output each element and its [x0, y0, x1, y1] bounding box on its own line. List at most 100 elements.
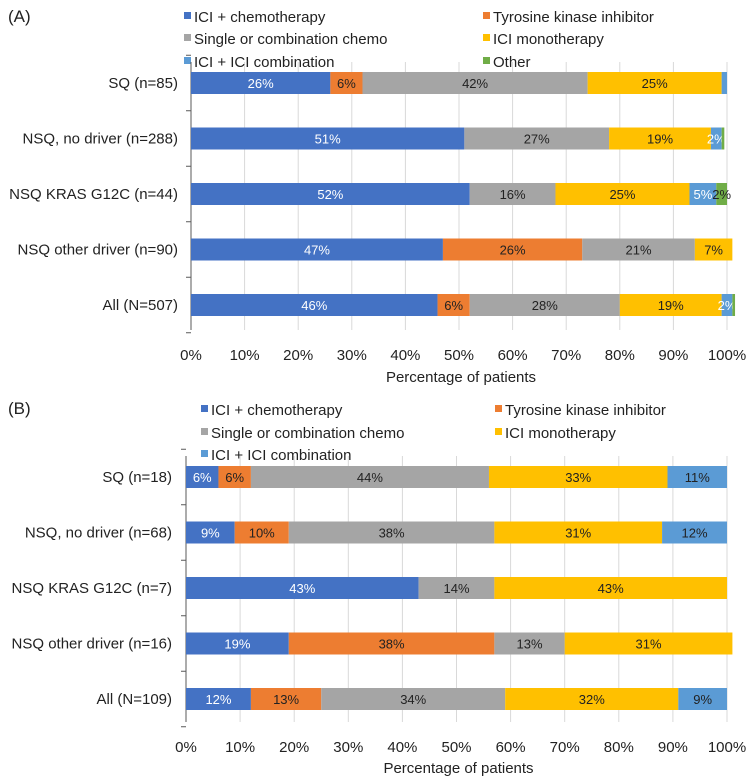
legend-label: ICI + ICI combination [211, 447, 351, 464]
legend-item: Tyrosine kinase inhibitor [483, 9, 654, 26]
bar-segment [582, 238, 695, 261]
legend-swatch [483, 12, 490, 19]
x-tick-label: 10% [225, 739, 255, 756]
bar-segment [721, 72, 727, 94]
data-label: 31% [636, 637, 662, 652]
bar-segment [191, 72, 331, 94]
legend-label: ICI + ICI combination [194, 54, 334, 71]
data-label: 6% [225, 470, 244, 485]
bar-segment [555, 183, 690, 205]
data-label: 14% [443, 581, 469, 596]
bar-segment [321, 688, 506, 710]
data-label: 43% [598, 581, 624, 596]
legend-swatch [495, 405, 502, 412]
bar-segment [609, 127, 711, 150]
x-tick-label: 40% [387, 739, 417, 756]
bar-row: SQ (n=18) 6% 6% 44% 33% 11% [102, 466, 727, 488]
x-tick-label: 0% [175, 739, 197, 756]
data-label: 38% [379, 526, 405, 541]
category-label: SQ (n=18) [102, 469, 172, 486]
x-tick-label: 0% [180, 347, 202, 364]
legend-label: ICI + chemotherapy [211, 402, 343, 419]
data-label: 38% [379, 637, 405, 652]
bar-segment [716, 183, 727, 205]
data-label: 6% [444, 298, 463, 313]
data-label: 33% [565, 470, 591, 485]
bar-segment [488, 466, 668, 488]
x-tick-label: 50% [444, 347, 474, 364]
category-label: SQ (n=85) [108, 75, 178, 92]
data-label: 42% [462, 76, 488, 91]
category-label: NSQ KRAS G12C (n=44) [9, 186, 178, 203]
bar-segment [667, 466, 727, 488]
bar-segment [191, 183, 470, 205]
x-tick-label: 100% [708, 347, 746, 364]
bar-segment [494, 577, 727, 599]
data-label: 13% [273, 692, 299, 707]
bar-segment [186, 577, 419, 599]
legend-item: ICI + ICI combination [201, 447, 351, 464]
x-axis-label: Percentage of patients [383, 760, 533, 777]
data-label: 5% [693, 187, 712, 202]
bar-segment [587, 72, 722, 94]
data-label: 52% [317, 187, 343, 202]
legend-label: ICI monotherapy [505, 425, 616, 442]
bar-row: NSQ, no driver (n=288) 51% 27% 19% 2% [23, 127, 726, 150]
bar-segment [288, 632, 495, 655]
bar-segment [710, 127, 722, 150]
category-label: NSQ, no driver (n=288) [23, 131, 179, 148]
x-tick-label: 30% [333, 739, 363, 756]
legend-item: ICI monotherapy [483, 31, 604, 48]
legend-label: Other [493, 54, 531, 71]
bar-segment [250, 466, 489, 488]
chart-panel-b: (B) ICI + chemotherapy Tyrosine kinase inh… [8, 399, 746, 777]
data-label: 32% [579, 692, 605, 707]
bar-segment [362, 72, 588, 94]
legend-swatch [201, 450, 208, 457]
bar-segment [469, 183, 556, 205]
bar-segment [678, 688, 727, 710]
bar-segment [694, 238, 733, 261]
legend-swatch [483, 34, 490, 41]
bar-row: NSQ KRAS G12C (n=44) 52% 16% 25% 5% 2% [9, 183, 731, 205]
bar-row: NSQ other driver (n=16) 19% 38% 13% 31% [12, 632, 733, 655]
legend-swatch [201, 405, 208, 412]
legend-item: ICI + chemotherapy [184, 9, 326, 26]
data-label: 12% [682, 526, 708, 541]
data-label: 9% [693, 692, 712, 707]
bar-segment [464, 127, 610, 150]
data-label: 19% [647, 132, 673, 147]
bar-segment [191, 238, 443, 261]
x-tick-label: 80% [605, 347, 635, 364]
bar-segment [732, 294, 736, 316]
x-tick-label: 90% [658, 739, 688, 756]
x-tick-label: 50% [441, 739, 471, 756]
legend-item: Single or combination chemo [201, 425, 404, 442]
x-tick-label: 70% [551, 347, 581, 364]
x-tick-label: 100% [708, 739, 746, 756]
legend-item: Other [483, 54, 531, 71]
data-label: 47% [304, 243, 330, 258]
data-label: 26% [500, 243, 526, 258]
x-tick-label: 90% [658, 347, 688, 364]
data-label: 43% [289, 581, 315, 596]
data-label: 26% [248, 76, 274, 91]
data-label: 27% [524, 132, 550, 147]
data-label: 44% [357, 470, 383, 485]
bar-segment [186, 466, 219, 488]
legend-item: Tyrosine kinase inhibitor [495, 402, 666, 419]
bar-segment [218, 466, 251, 488]
data-label: 19% [224, 637, 250, 652]
data-label: 13% [517, 637, 543, 652]
bar-segment [494, 632, 565, 655]
legend-item: Single or combination chemo [184, 31, 387, 48]
bar-row: NSQ other driver (n=90) 47% 26% 21% 7% [18, 238, 733, 261]
legend-label: Single or combination chemo [211, 425, 404, 442]
data-label: 25% [609, 187, 635, 202]
legend-item: ICI + ICI combination [184, 54, 334, 71]
bar-row: All (N=109) 12% 13% 34% 32% 9% [97, 688, 727, 710]
legend-label: ICI + chemotherapy [194, 9, 326, 26]
bar-segment [288, 521, 495, 544]
legend-label: Tyrosine kinase inhibitor [505, 402, 666, 419]
